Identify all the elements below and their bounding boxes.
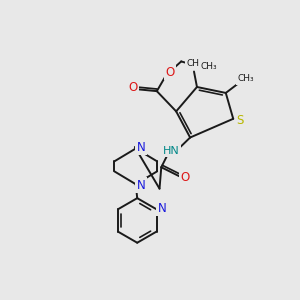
Text: O: O [180,171,190,184]
Text: S: S [236,114,244,127]
Text: N: N [137,141,146,154]
Text: N: N [158,202,166,214]
Text: N: N [137,179,146,192]
Text: CH₃: CH₃ [237,74,254,83]
Text: CH₃: CH₃ [186,59,203,68]
Text: O: O [165,66,175,79]
Text: O: O [128,81,138,94]
Text: HN: HN [163,146,179,156]
Text: CH₃: CH₃ [200,62,217,71]
